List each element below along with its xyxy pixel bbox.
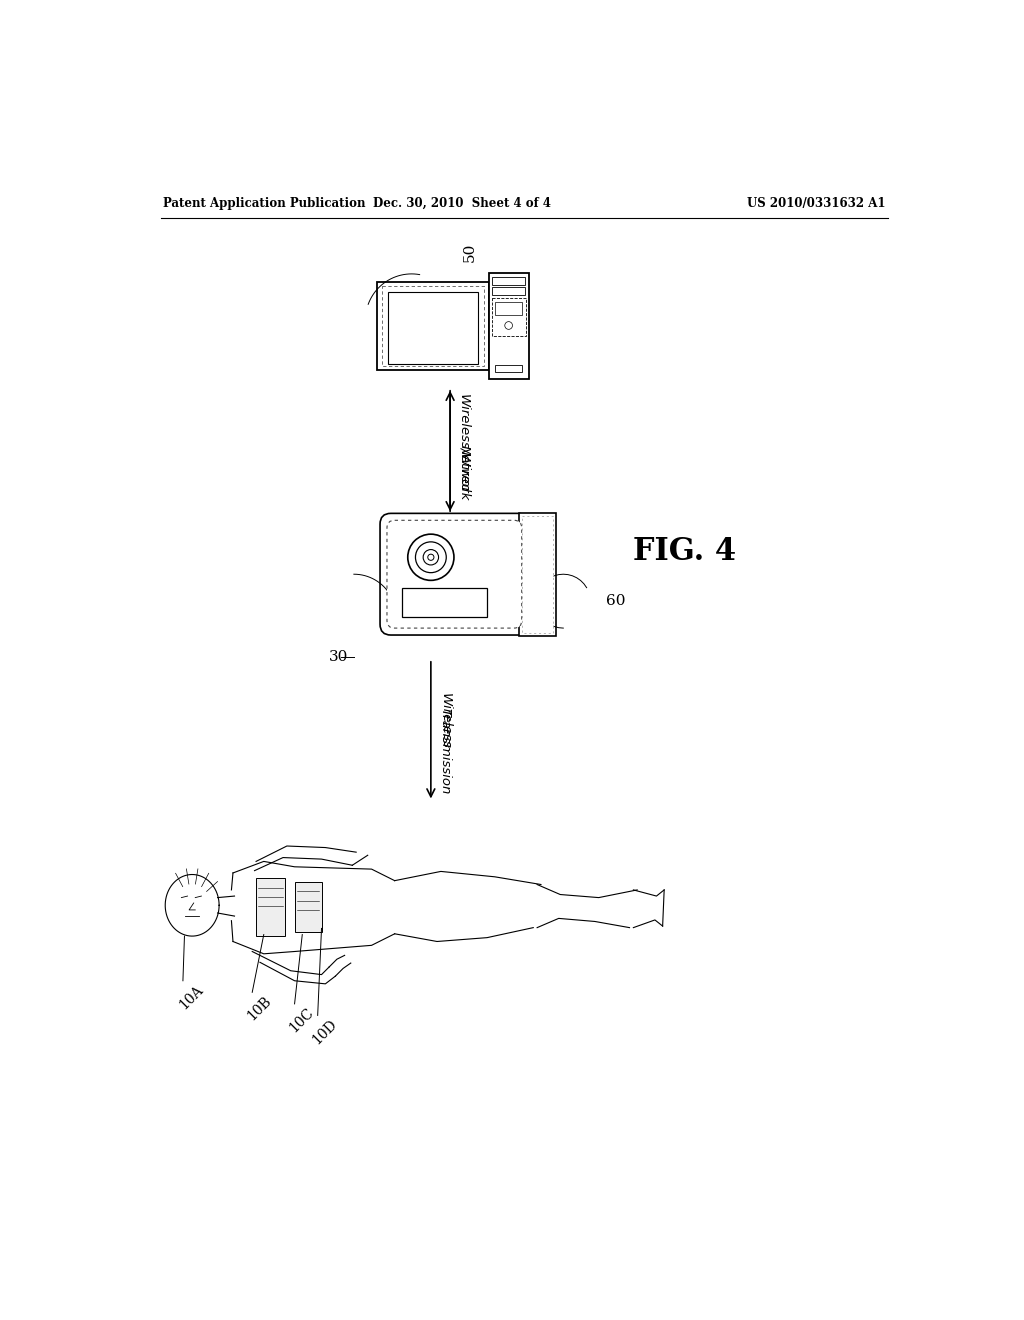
Bar xyxy=(295,882,322,932)
Text: Wireless: Wireless xyxy=(438,693,452,748)
Bar xyxy=(377,281,488,370)
Bar xyxy=(256,878,286,936)
Text: Wireless/Wired: Wireless/Wired xyxy=(458,393,470,492)
Bar xyxy=(495,302,522,314)
Text: 10B: 10B xyxy=(245,994,274,1023)
Bar xyxy=(495,364,522,372)
Circle shape xyxy=(428,554,434,561)
Text: 60: 60 xyxy=(605,594,625,609)
Bar xyxy=(488,273,528,379)
Bar xyxy=(493,286,525,294)
Text: 10D: 10D xyxy=(310,1016,340,1047)
Text: Network: Network xyxy=(458,445,470,500)
Bar xyxy=(402,589,487,618)
Circle shape xyxy=(505,322,512,330)
Text: 30: 30 xyxy=(330,651,348,664)
Circle shape xyxy=(416,541,446,573)
Text: Dec. 30, 2010  Sheet 4 of 4: Dec. 30, 2010 Sheet 4 of 4 xyxy=(373,197,551,210)
Bar xyxy=(382,286,484,366)
Text: 10C: 10C xyxy=(287,1006,316,1035)
Text: Patent Application Publication: Patent Application Publication xyxy=(163,197,366,210)
Text: FIG. 4: FIG. 4 xyxy=(634,536,736,566)
Bar xyxy=(518,512,556,636)
Text: Transmission: Transmission xyxy=(438,709,452,795)
Bar xyxy=(493,277,525,285)
Text: 50: 50 xyxy=(463,243,476,263)
Circle shape xyxy=(408,535,454,581)
Bar xyxy=(521,516,553,632)
Circle shape xyxy=(423,549,438,565)
FancyBboxPatch shape xyxy=(387,520,521,628)
FancyBboxPatch shape xyxy=(380,513,528,635)
Text: 10A: 10A xyxy=(177,982,206,1011)
Bar xyxy=(492,298,525,337)
Bar xyxy=(388,293,478,364)
Text: US 2010/0331632 A1: US 2010/0331632 A1 xyxy=(746,197,885,210)
